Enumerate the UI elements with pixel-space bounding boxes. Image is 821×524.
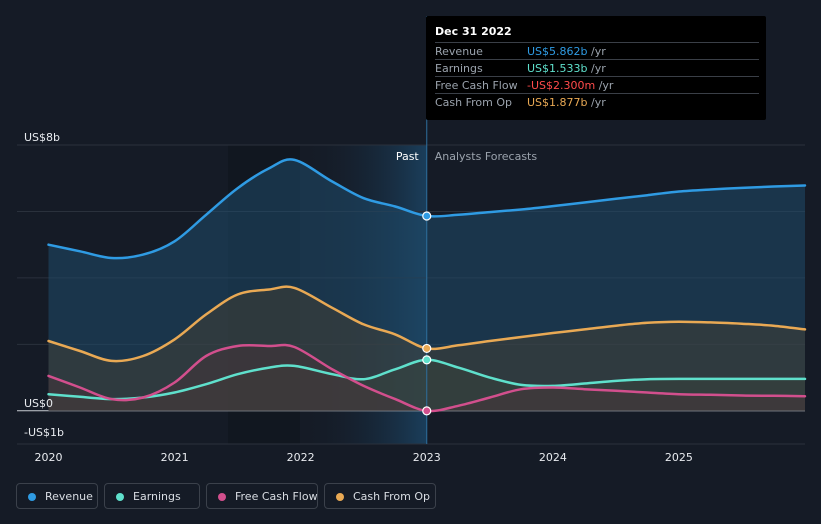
legend-label: Earnings <box>133 490 181 503</box>
x-axis-labels: 2020 2021 2022 2023 2024 2025 <box>35 451 693 464</box>
tooltip-label: Cash From Op <box>435 96 513 109</box>
revenue-point <box>422 211 432 221</box>
legend-revenue[interactable]: Revenue <box>16 483 98 509</box>
x-tick-label: 2020 <box>35 451 63 464</box>
y-tick-label: US$8b <box>24 131 60 144</box>
x-tick-label: 2025 <box>665 451 693 464</box>
cfo-point <box>422 343 432 354</box>
fcf-point <box>422 406 432 416</box>
free-cash-flow-dot-icon <box>218 493 226 501</box>
past-label: Past <box>396 150 420 163</box>
tooltip-row-earnings: Earnings US$1.533b /yr <box>435 59 759 77</box>
x-tick-label: 2021 <box>161 451 189 464</box>
y-tick-label: -US$1b <box>24 426 64 439</box>
tooltip-value: US$1.877b /yr <box>527 96 606 109</box>
tooltip-row-cfo: Cash From Op US$1.877b /yr <box>435 93 759 111</box>
cash-from-op-dot-icon <box>336 493 344 501</box>
legend-free-cash-flow[interactable]: Free Cash Flow <box>206 483 318 509</box>
forecast-label: Analysts Forecasts <box>435 150 538 163</box>
highlight-points <box>422 211 432 416</box>
tooltip-row-revenue: Revenue US$5.862b /yr <box>435 42 759 60</box>
legend-label: Cash From Op <box>353 490 431 503</box>
legend-earnings[interactable]: Earnings <box>104 483 200 509</box>
tooltip-value: US$5.862b /yr <box>527 45 606 58</box>
legend-label: Free Cash Flow <box>235 490 318 503</box>
tooltip-date: Dec 31 2022 <box>435 25 512 38</box>
tooltip-label: Earnings <box>435 62 483 75</box>
x-tick-label: 2024 <box>539 451 567 464</box>
tooltip-row-fcf: Free Cash Flow -US$2.300m /yr <box>435 76 759 94</box>
earnings-point <box>422 355 432 365</box>
tooltip-label: Free Cash Flow <box>435 79 518 92</box>
tooltip-value: US$1.533b /yr <box>527 62 606 75</box>
y-tick-label: US$0 <box>24 397 53 410</box>
fcf-area <box>48 345 805 412</box>
earnings-dot-icon <box>116 493 124 501</box>
legend-label: Revenue <box>45 490 93 503</box>
y-axis-labels: US$8b US$0 -US$1b <box>24 131 64 439</box>
tooltip-label: Revenue <box>435 45 483 58</box>
legend-cash-from-op[interactable]: Cash From Op <box>324 483 436 509</box>
tooltip: Dec 31 2022 Revenue US$5.862b /yr Earnin… <box>426 16 766 120</box>
x-tick-label: 2022 <box>287 451 315 464</box>
tooltip-value: -US$2.300m /yr <box>527 79 614 92</box>
revenue-dot-icon <box>28 493 36 501</box>
x-tick-label: 2023 <box>413 451 441 464</box>
